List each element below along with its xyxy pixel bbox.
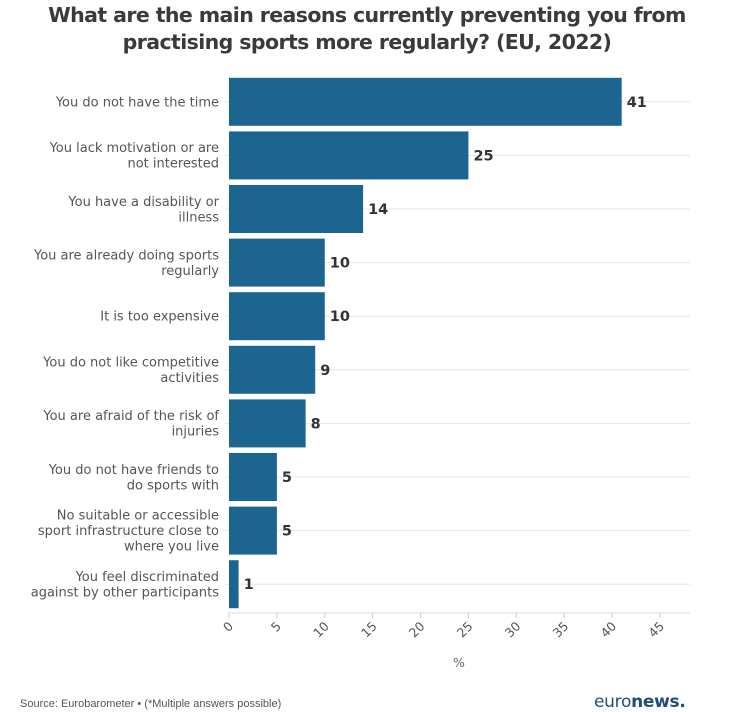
chart-title-line-2: practising sports more regularly? (EU, 2…	[122, 30, 612, 54]
data-label: 25	[473, 148, 493, 164]
x-axis: 0 5 10 15 20 25 30 35 40 45	[220, 612, 690, 641]
category-labels: You do not have the time You lack motivat…	[31, 95, 220, 600]
logo-bold-text: news.	[631, 692, 686, 712]
category-label: You are afraid of the risk of injuries	[42, 409, 219, 440]
x-tick-label: 10	[310, 618, 332, 640]
x-axis-label: %	[453, 655, 465, 670]
x-tick-label: 35	[549, 619, 571, 641]
bar-chart: You do not have the time You lack motivat…	[31, 77, 690, 670]
bar	[229, 131, 469, 180]
x-tick-label: 0	[220, 618, 236, 634]
category-label: No suitable or accessible sport infrastru…	[38, 509, 219, 555]
category-label: It is too expensive	[100, 310, 219, 325]
category-label: You do not have friends to do sports with	[48, 463, 219, 494]
bar	[229, 345, 316, 394]
bar	[229, 453, 277, 501]
category-label: You lack motivation or are not interested	[49, 141, 219, 172]
category-label: You do not like competitive activities	[42, 356, 219, 387]
category-label: You feel discriminated against by other p…	[31, 570, 219, 601]
value-labels: 41 25 14 10 10 9 8 5 5 1	[244, 95, 647, 593]
source-note: Source: Eurobarometer • (*Multiple answe…	[20, 698, 282, 710]
bar	[229, 185, 364, 233]
data-label: 5	[282, 524, 292, 540]
logo-light-text: euro	[594, 692, 632, 712]
chart-title: What are the main reasons currently prev…	[0, 2, 734, 56]
data-label: 41	[627, 95, 647, 111]
data-label: 10	[330, 256, 350, 272]
category-label: You do not have the time	[55, 95, 219, 110]
x-tick-label: 20	[406, 618, 428, 640]
bar	[229, 77, 622, 126]
bar	[229, 292, 325, 341]
x-tick-label: 40	[597, 618, 619, 640]
data-label: 1	[244, 577, 254, 593]
category-label: You are already doing sports regularly	[33, 248, 219, 279]
data-label: 8	[311, 416, 321, 432]
category-label: You have a disability or illness	[67, 195, 219, 226]
data-label: 9	[320, 363, 330, 379]
x-tick-label: 5	[268, 619, 284, 635]
x-tick-label: 25	[454, 619, 476, 641]
data-label: 5	[282, 470, 292, 486]
bar	[229, 506, 277, 555]
data-label: 10	[330, 309, 350, 325]
x-tick-label: 30	[502, 618, 524, 640]
bars	[229, 77, 622, 609]
chart-title-line-1: What are the main reasons currently prev…	[48, 3, 686, 27]
data-label: 14	[368, 202, 388, 218]
bar	[229, 560, 239, 609]
bar	[229, 399, 306, 448]
bar	[229, 238, 325, 287]
x-tick-label: 15	[358, 619, 380, 641]
x-tick-label: 45	[645, 619, 667, 641]
euronews-logo: euronews.	[594, 692, 686, 712]
